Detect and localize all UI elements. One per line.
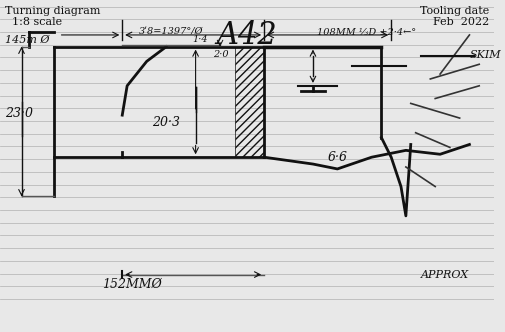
Text: 108MM ⅓D ±2·4←°: 108MM ⅓D ±2·4←° bbox=[317, 28, 416, 37]
Text: APPROX: APPROX bbox=[421, 270, 470, 280]
Text: Tooling date: Tooling date bbox=[420, 6, 489, 16]
Text: 3ʹ8=1397°/Ø: 3ʹ8=1397°/Ø bbox=[139, 28, 204, 37]
Text: 1·4: 1·4 bbox=[193, 35, 208, 44]
Text: 20·3: 20·3 bbox=[152, 117, 180, 129]
Text: 145m Ø: 145m Ø bbox=[5, 35, 49, 45]
Text: SKIM: SKIM bbox=[470, 49, 501, 59]
Text: 152MMØ: 152MMØ bbox=[102, 278, 162, 291]
Text: Feb  2022: Feb 2022 bbox=[433, 17, 489, 27]
Text: A42: A42 bbox=[216, 20, 277, 51]
Text: 6·6: 6·6 bbox=[328, 151, 347, 164]
Text: 23·0: 23·0 bbox=[5, 107, 33, 120]
Text: 2·0: 2·0 bbox=[213, 50, 229, 59]
Text: 1:8 scale: 1:8 scale bbox=[5, 17, 62, 27]
Text: Turning diagram: Turning diagram bbox=[5, 6, 100, 16]
